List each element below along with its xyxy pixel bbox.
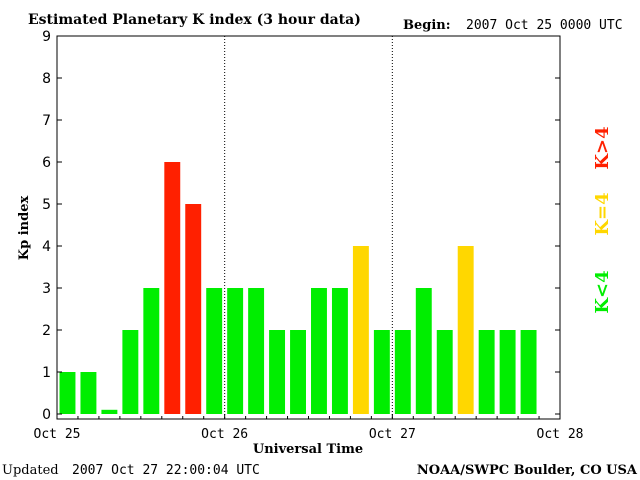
y-tick-label: 5 — [42, 197, 51, 213]
kp-bar — [478, 330, 495, 414]
y-tick-label: 3 — [42, 281, 51, 297]
kp-bar — [269, 330, 286, 414]
y-tick-label: 7 — [42, 113, 51, 129]
y-tick-label: 8 — [42, 71, 51, 87]
y-tick-label: 1 — [42, 365, 51, 381]
kp-bar — [373, 330, 390, 414]
kp-bar — [227, 288, 244, 414]
kp-bar — [290, 330, 306, 414]
begin-label: Begin: — [403, 18, 451, 33]
kp-bar — [436, 330, 453, 414]
y-tick-label: 9 — [42, 29, 51, 45]
kp-bar — [101, 409, 118, 414]
y-tick-label: 0 — [42, 407, 51, 423]
kp-bar — [143, 288, 160, 414]
kp-bar — [122, 330, 139, 414]
kp-bar — [80, 372, 97, 414]
x-tick-label: Oct 27 — [369, 427, 416, 442]
legend-high: K>4 — [592, 126, 613, 169]
kp-bar — [59, 372, 76, 414]
x-tick-label: Oct 25 — [34, 427, 81, 442]
kp-bar — [248, 288, 265, 414]
kp-bar — [352, 246, 369, 414]
y-axis-title: Kp index — [17, 196, 32, 261]
kp-bar — [311, 288, 327, 414]
y-tick-label: 6 — [42, 155, 51, 171]
y-axis: 0 1 2 3 4 5 6 7 8 9 — [42, 29, 560, 423]
updated-label: Updated — [2, 463, 59, 478]
y-tick-label: 2 — [42, 323, 51, 339]
day-dividers — [224, 36, 393, 419]
kp-bar — [164, 162, 181, 414]
updated-value: 2007 Oct 27 22:00:04 UTC — [72, 463, 260, 478]
kp-bar — [185, 204, 202, 414]
kp-bar — [499, 330, 516, 414]
kp-bar — [415, 288, 432, 414]
x-axis: Oct 25 Oct 26 Oct 27 Oct 28 — [34, 414, 584, 442]
chart-title: Estimated Planetary K index (3 hour data… — [28, 12, 361, 28]
y-tick-label: 4 — [42, 239, 51, 255]
bars-group — [59, 162, 537, 414]
kp-bar — [457, 246, 474, 414]
kp-bar — [206, 288, 223, 414]
x-tick-label: Oct 28 — [537, 427, 584, 442]
legend-low: K<4 — [592, 270, 613, 313]
kp-bar — [394, 330, 411, 414]
legend-mid: K=4 — [592, 192, 613, 235]
kp-bar — [331, 288, 348, 414]
kp-bar — [520, 330, 537, 414]
source-credit: NOAA/SWPC Boulder, CO USA — [417, 463, 638, 478]
x-axis-title: Universal Time — [253, 442, 363, 457]
x-tick-label: Oct 26 — [201, 427, 248, 442]
begin-value: 2007 Oct 25 0000 UTC — [466, 18, 623, 33]
